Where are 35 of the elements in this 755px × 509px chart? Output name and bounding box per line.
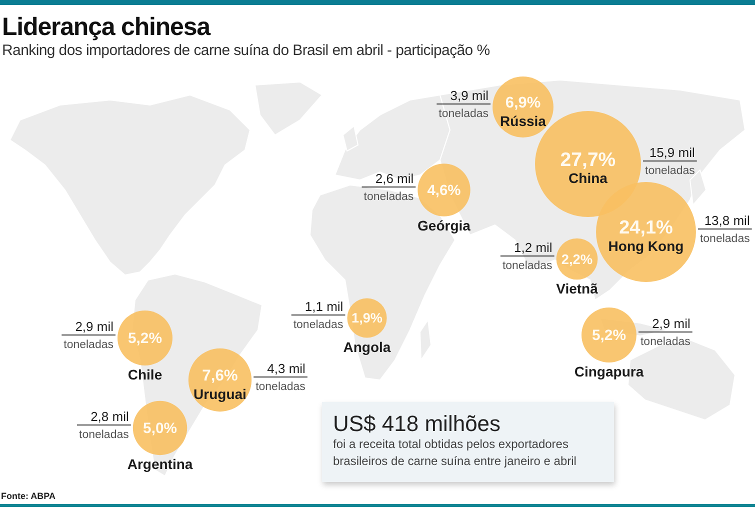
category-label: Hong Kong — [608, 238, 684, 254]
category-label: Angola — [343, 338, 391, 355]
category-label: Cingapura — [574, 363, 644, 380]
category-label: Argentina — [127, 456, 193, 472]
text: foi a receita total obtidas pelos exportadores brasileiros de carne suína entre janeiro e abril — [333, 437, 576, 468]
data-label: 2,9 mil toneladas — [640, 316, 691, 348]
data-label: 24,1% — [619, 218, 674, 239]
data-label: 2,6 mil toneladas — [364, 171, 414, 203]
data-label: 4,3 mil toneladas — [256, 361, 306, 393]
data-label: 27,7% — [560, 148, 616, 171]
data-label: 13,8 mil toneladas — [700, 213, 750, 245]
data-label: 5,2% — [128, 330, 162, 348]
data-label: 3,9 mil toneladas — [438, 88, 489, 120]
data-label: 5,2% — [592, 327, 626, 344]
data-label: 6,9% — [505, 94, 541, 112]
data-label: 4,6% — [427, 183, 461, 200]
data-label: 1,1 mil toneladas — [293, 299, 344, 331]
data-label: 1,9% — [352, 310, 382, 326]
data-label: 2,2% — [561, 252, 593, 267]
data-label: 2,8 mil toneladas — [79, 409, 130, 441]
data-label: 5,0% — [143, 421, 177, 438]
data-label: 1,2 mil toneladas — [502, 240, 553, 272]
data-label: 15,9 mil toneladas — [645, 145, 696, 177]
text: Ranking dos importadores de carne suína do Brasil em abril - participação % — [2, 42, 490, 59]
category-label: China — [568, 170, 608, 186]
text: Liderança chinesa — [2, 13, 212, 41]
text: US$ 418 milhões — [333, 411, 501, 436]
source-note: Fonte: ABPA — [1, 491, 56, 501]
category-label: Rússia — [500, 113, 546, 129]
category-label: Uruguai — [194, 386, 246, 402]
data-label: 2,9 mil toneladas — [64, 319, 114, 351]
data-label: 7,6% — [202, 367, 238, 384]
category-label: Chile — [128, 366, 162, 382]
category-label: Geórgia — [418, 217, 471, 234]
category-label: Vietnã — [556, 280, 598, 297]
